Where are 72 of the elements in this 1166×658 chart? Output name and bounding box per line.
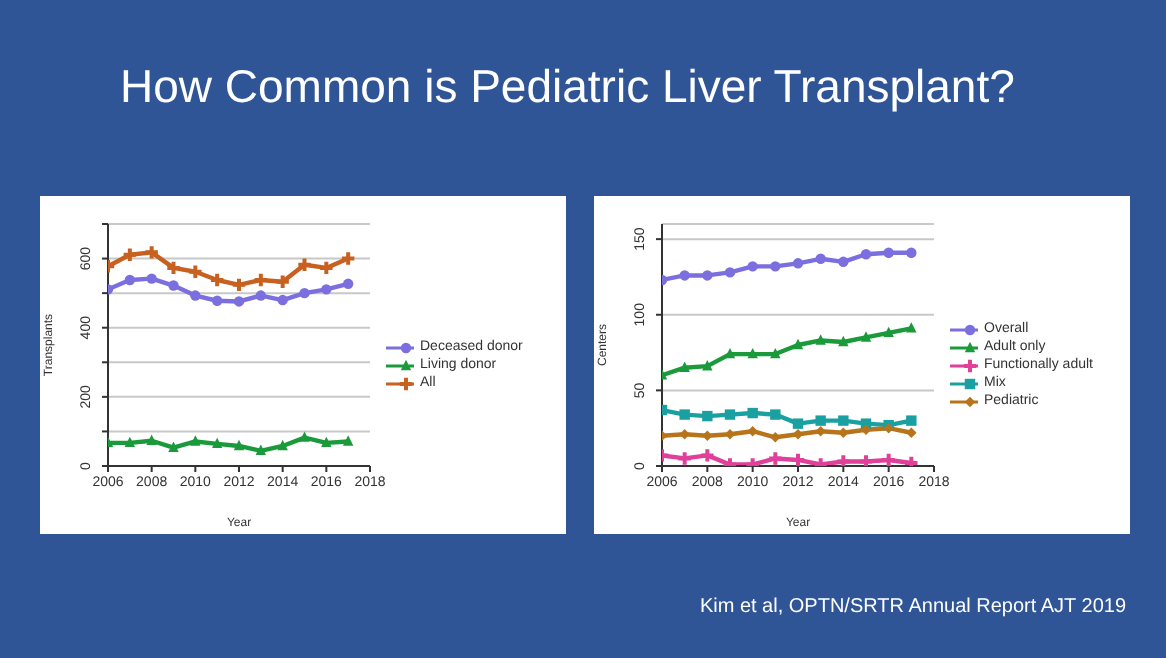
point	[702, 359, 713, 371]
point	[321, 436, 332, 448]
point	[770, 409, 781, 420]
point	[211, 437, 223, 449]
point	[676, 450, 693, 466]
point	[124, 274, 136, 286]
point	[190, 435, 201, 446]
point	[724, 347, 736, 359]
point	[702, 410, 713, 422]
point	[143, 244, 160, 261]
point	[211, 295, 223, 306]
point	[770, 347, 781, 359]
point	[342, 435, 354, 446]
point	[838, 415, 849, 426]
point	[724, 267, 736, 278]
point	[860, 249, 872, 260]
point	[906, 415, 917, 426]
point	[838, 256, 849, 268]
point	[724, 409, 736, 420]
point	[679, 361, 690, 372]
text: How Common is Pediatric Liver Transplant?	[120, 60, 1015, 114]
point	[124, 436, 136, 448]
point	[767, 450, 784, 466]
text: Kim et al, OPTN/SRTR Annual Report AJT 2019	[699, 596, 1126, 618]
point	[277, 439, 288, 451]
point	[679, 270, 690, 281]
point	[792, 338, 804, 350]
point	[321, 284, 332, 295]
point	[835, 453, 852, 466]
point	[146, 434, 157, 445]
point	[860, 331, 872, 342]
point	[860, 424, 872, 435]
point	[815, 334, 826, 345]
point	[296, 256, 313, 273]
point	[299, 431, 310, 442]
point	[815, 253, 826, 264]
point	[857, 453, 875, 466]
point	[883, 247, 894, 258]
point	[342, 278, 354, 290]
point	[208, 271, 226, 289]
point	[815, 415, 826, 426]
point	[255, 290, 267, 301]
point	[883, 326, 894, 338]
point	[274, 273, 291, 290]
point	[168, 441, 179, 452]
point	[699, 447, 716, 464]
point	[747, 261, 758, 272]
point	[233, 296, 245, 307]
point	[146, 273, 157, 284]
point	[702, 270, 713, 281]
point	[747, 426, 758, 437]
point	[792, 418, 804, 429]
point	[789, 451, 807, 466]
point	[168, 280, 179, 291]
point	[906, 322, 917, 333]
point	[906, 427, 917, 438]
point	[277, 294, 288, 306]
point	[747, 407, 758, 419]
point	[792, 258, 804, 269]
point	[747, 347, 758, 359]
point	[838, 335, 849, 347]
point	[187, 263, 204, 280]
point	[255, 444, 267, 455]
point	[190, 290, 201, 301]
point	[233, 439, 245, 451]
point	[880, 451, 897, 466]
point	[906, 247, 917, 258]
point	[815, 426, 826, 437]
point	[679, 409, 690, 420]
point	[770, 261, 781, 272]
point	[299, 287, 310, 299]
point	[838, 427, 849, 438]
